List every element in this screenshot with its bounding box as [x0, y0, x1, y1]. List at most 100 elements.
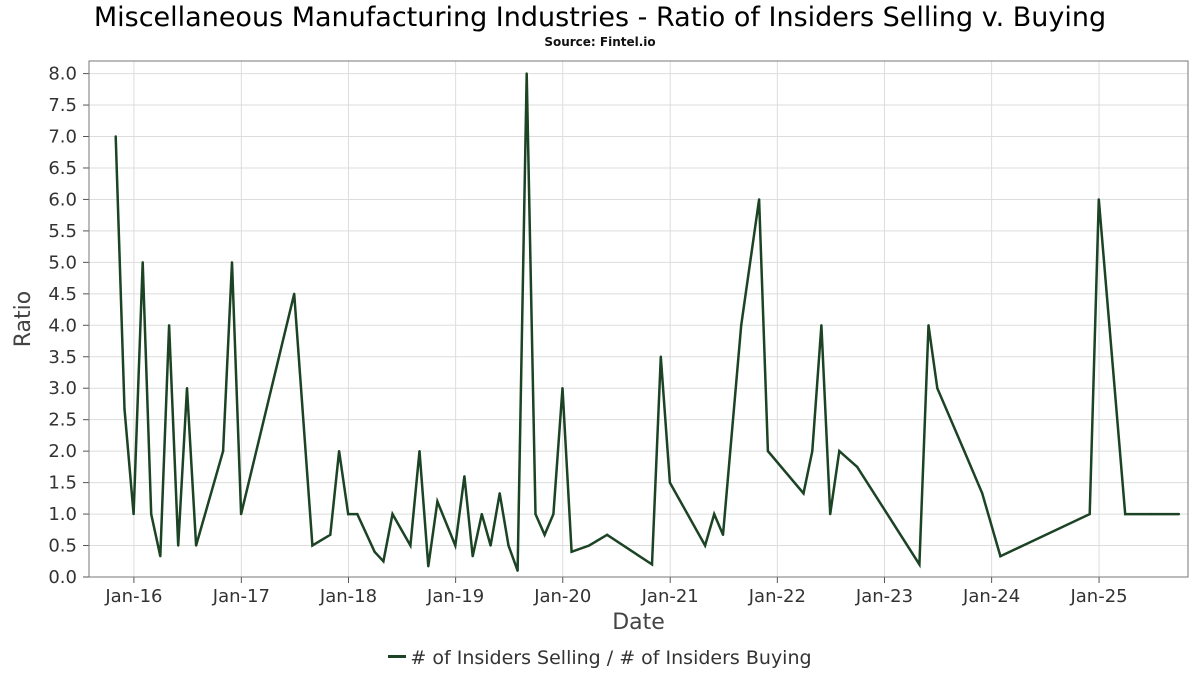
data-point — [936, 387, 939, 390]
legend-swatch — [388, 655, 407, 658]
series-line — [114, 73, 1179, 572]
data-point — [150, 512, 153, 516]
data-point — [650, 563, 654, 566]
y-tick-label: 8.0 — [48, 64, 77, 85]
x-tick-label: Jan-22 — [748, 586, 806, 607]
data-point — [802, 492, 805, 495]
data-point — [855, 465, 859, 469]
data-point — [221, 449, 225, 453]
y-tick-label: 6.5 — [48, 158, 77, 179]
data-point — [1097, 198, 1100, 201]
data-point — [927, 324, 930, 327]
data-point — [230, 261, 234, 264]
data-point — [757, 198, 761, 201]
data-point — [382, 560, 385, 563]
data-point — [454, 544, 457, 547]
data-point — [605, 533, 609, 537]
x-tick-label: Jan-24 — [962, 586, 1020, 607]
plot-area — [89, 61, 1188, 577]
data-point — [828, 512, 832, 516]
x-axis: Jan-16 Jan-17 Jan-18 Jan-19 Jan-20 Jan-21 Jan-… — [104, 577, 1128, 607]
data-point — [418, 449, 421, 453]
data-point — [721, 533, 725, 537]
data-point — [659, 355, 663, 358]
data-point — [918, 563, 921, 566]
x-tick-label: Jan-17 — [212, 586, 270, 607]
chart-subtitle: Source: Fintel.io — [544, 35, 656, 49]
data-point — [703, 544, 707, 547]
data-point — [668, 481, 672, 484]
data-point — [471, 555, 474, 558]
x-axis-label: Date — [612, 610, 665, 635]
data-point — [740, 324, 743, 327]
data-point — [239, 512, 243, 516]
data-point — [570, 550, 573, 554]
data-point — [185, 387, 189, 390]
data-point — [391, 512, 394, 516]
y-tick-label: 1.0 — [48, 504, 77, 525]
data-point — [561, 387, 564, 390]
data-point — [981, 492, 984, 495]
y-tick-label: 5.5 — [48, 221, 77, 242]
data-point — [194, 544, 198, 547]
y-tick-label: 2.5 — [48, 410, 77, 431]
y-axis: 0.0 0.5 1.0 1.5 2.0 2.5 3.0 3.5 4.0 4.5 5.0 5.5 6.0 6… — [48, 64, 89, 588]
chart-title: Miscellaneous Manufacturing Industries -… — [93, 2, 1107, 33]
x-tick-label: Jan-20 — [533, 586, 591, 607]
x-tick-label: Jan-16 — [104, 586, 162, 607]
data-point — [346, 512, 350, 516]
data-point — [480, 512, 483, 516]
plot-border — [88, 60, 1189, 578]
data-point — [963, 449, 966, 453]
data-point — [356, 512, 359, 516]
y-tick-label: 5.0 — [48, 252, 77, 273]
data-point — [427, 565, 430, 568]
data-point — [587, 544, 591, 547]
y-axis-label: Ratio — [11, 291, 36, 347]
data-point — [141, 261, 144, 264]
data-point — [820, 324, 823, 327]
x-tick-label: Jan-23 — [855, 586, 913, 607]
data-point — [463, 475, 466, 478]
data-point — [1088, 512, 1091, 516]
x-tick-label: Jan-19 — [426, 586, 484, 607]
legend-label: # of Insiders Selling / # of Insiders Bu… — [410, 647, 812, 669]
data-point — [811, 449, 814, 453]
data-point — [498, 492, 501, 495]
data-point — [311, 544, 314, 547]
data-point — [167, 324, 171, 327]
data-point — [838, 449, 841, 453]
data-point — [516, 569, 519, 572]
data-point — [177, 544, 180, 547]
y-tick-label: 7.5 — [48, 95, 77, 116]
data-point — [1177, 512, 1181, 516]
data-point — [766, 449, 770, 453]
data-point — [436, 500, 439, 503]
y-tick-label: 0.5 — [48, 536, 77, 557]
data-point — [543, 533, 546, 537]
y-tick-label: 4.5 — [48, 284, 77, 305]
data-point — [114, 135, 117, 138]
y-tick-label: 3.0 — [48, 378, 77, 399]
x-tick-label: Jan-25 — [1069, 586, 1127, 607]
legend: # of Insiders Selling / # of Insiders Bu… — [0, 647, 1200, 669]
y-tick-label: 3.5 — [48, 347, 77, 368]
x-tick-label: Jan-21 — [641, 586, 699, 607]
data-point — [525, 72, 528, 75]
data-point — [337, 449, 341, 453]
x-tick-label: Jan-18 — [319, 586, 377, 607]
data-point — [292, 292, 296, 296]
data-point — [132, 512, 135, 516]
y-tick-label: 1.5 — [48, 473, 77, 494]
data-point — [329, 533, 332, 537]
data-point — [534, 512, 537, 516]
data-point — [123, 407, 126, 411]
y-tick-label: 7.0 — [48, 127, 77, 148]
data-point — [552, 512, 555, 516]
data-point — [409, 544, 412, 547]
data-point — [159, 555, 162, 558]
series-group — [114, 72, 1181, 572]
data-point — [1123, 512, 1127, 516]
y-tick-label: 6.0 — [48, 189, 77, 210]
